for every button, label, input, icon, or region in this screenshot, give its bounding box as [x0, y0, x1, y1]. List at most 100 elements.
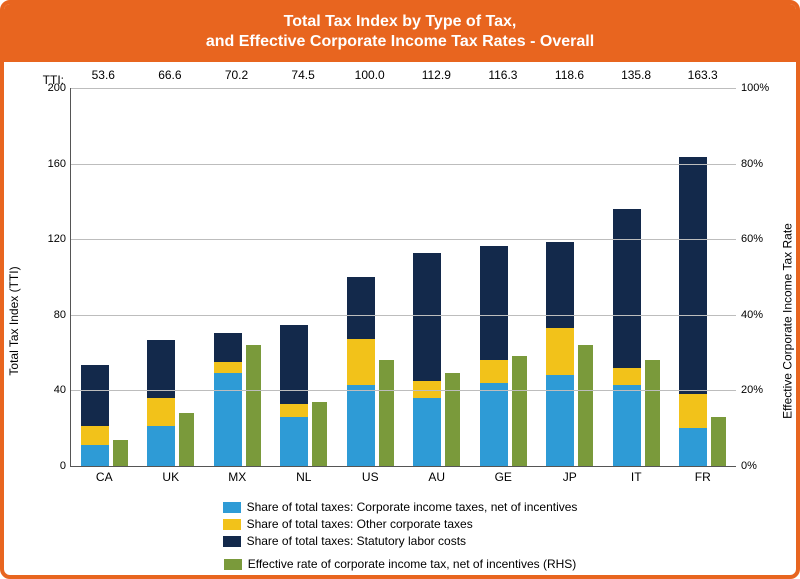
legend-label: Effective rate of corporate income tax, …: [248, 557, 577, 571]
seg-statutory-labor: [413, 253, 441, 381]
effective-rate-bar: [711, 417, 726, 466]
tti-value: 135.8: [621, 68, 651, 82]
ytick-right: 20%: [736, 384, 763, 396]
tti-value: 112.9: [422, 68, 451, 82]
tti-value: 66.6: [158, 68, 181, 82]
bars-layer: [71, 88, 736, 466]
effective-rate-bar: [246, 345, 261, 466]
effective-rate-bar: [113, 440, 128, 466]
seg-corporate-income: [214, 373, 242, 466]
legend-label: Share of total taxes: Corporate income t…: [247, 500, 578, 514]
seg-other-corporate: [214, 362, 242, 373]
seg-statutory-labor: [347, 277, 375, 339]
x-tick: AU: [428, 466, 445, 484]
x-tick: NL: [296, 466, 311, 484]
legend-main: Share of total taxes: Corporate income t…: [223, 500, 578, 548]
seg-other-corporate: [613, 368, 641, 385]
title-band: Total Tax Index by Type of Tax, and Effe…: [4, 4, 796, 62]
x-tick: FR: [695, 466, 711, 484]
ytick-right: 60%: [736, 233, 763, 245]
ytick-left: 120: [48, 233, 71, 245]
plot: 040801201602000%20%40%60%80%100%CAUKMXNL…: [70, 88, 736, 467]
stacked-bar: [81, 365, 109, 466]
stacked-bar: [347, 277, 375, 466]
effective-rate-bar: [445, 373, 460, 466]
stacked-bar: [280, 325, 308, 466]
legend-label: Share of total taxes: Other corporate ta…: [247, 517, 473, 531]
stacked-bar: [546, 242, 574, 466]
legend-item: Share of total taxes: Statutory labor co…: [223, 534, 466, 548]
seg-statutory-labor: [147, 340, 175, 398]
legend-item: Share of total taxes: Corporate income t…: [223, 500, 578, 514]
seg-statutory-labor: [81, 365, 109, 427]
seg-statutory-labor: [214, 333, 242, 362]
ytick-left: 80: [54, 309, 71, 321]
plot-wrap: 040801201602000%20%40%60%80%100%CAUKMXNL…: [70, 88, 736, 467]
seg-corporate-income: [280, 417, 308, 466]
seg-statutory-labor: [480, 246, 508, 360]
stacked-bar: [613, 209, 641, 466]
legend-swatch: [224, 559, 242, 570]
seg-other-corporate: [280, 404, 308, 417]
tti-row: TTI: 53.666.670.274.5100.0112.9116.3118.…: [4, 68, 796, 87]
seg-corporate-income: [679, 428, 707, 466]
title-line-2: and Effective Corporate Income Tax Rates…: [14, 32, 786, 52]
tti-value: 116.3: [488, 68, 517, 82]
seg-statutory-labor: [280, 325, 308, 403]
legend: Share of total taxes: Corporate income t…: [4, 500, 796, 571]
seg-corporate-income: [546, 375, 574, 466]
seg-other-corporate: [546, 328, 574, 375]
tti-value: 100.0: [355, 68, 385, 82]
x-tick: JP: [563, 466, 577, 484]
seg-other-corporate: [81, 426, 109, 445]
seg-other-corporate: [347, 339, 375, 384]
grid-line: [71, 315, 736, 316]
legend-swatch: [223, 502, 241, 513]
x-tick: UK: [162, 466, 179, 484]
grid-line: [71, 390, 736, 391]
x-tick: MX: [228, 466, 246, 484]
ytick-left: 40: [54, 384, 71, 396]
x-tick: GE: [495, 466, 512, 484]
grid-line: [71, 239, 736, 240]
legend-item: Share of total taxes: Other corporate ta…: [223, 517, 473, 531]
stacked-bar: [413, 253, 441, 466]
seg-corporate-income: [347, 385, 375, 466]
ytick-left: 0: [60, 460, 71, 472]
stacked-bar: [147, 340, 175, 466]
legend-separate: Effective rate of corporate income tax, …: [224, 557, 577, 571]
y-axis-right-label: Effective Corporate Income Tax Rate: [781, 223, 795, 419]
stacked-bar: [214, 333, 242, 466]
effective-rate-bar: [645, 360, 660, 466]
ytick-right: 0%: [736, 460, 757, 472]
ytick-right: 80%: [736, 158, 763, 170]
legend-swatch: [223, 536, 241, 547]
seg-statutory-labor: [613, 209, 641, 367]
seg-corporate-income: [613, 385, 641, 466]
y-axis-left-label: Total Tax Index (TTI): [7, 266, 21, 375]
ytick-right: 40%: [736, 309, 763, 321]
effective-rate-bar: [578, 345, 593, 466]
title-line-1: Total Tax Index by Type of Tax,: [14, 12, 786, 32]
grid-line: [71, 88, 736, 89]
stacked-bar: [480, 246, 508, 466]
legend-label: Share of total taxes: Statutory labor co…: [247, 534, 466, 548]
ytick-right: 100%: [736, 82, 769, 94]
tti-value: 53.6: [92, 68, 115, 82]
legend-item: Effective rate of corporate income tax, …: [224, 557, 577, 571]
tti-value: 118.6: [555, 68, 584, 82]
effective-rate-bar: [179, 413, 194, 466]
chart-frame: Total Tax Index by Type of Tax, and Effe…: [0, 0, 800, 579]
ytick-left: 200: [48, 82, 71, 94]
tti-value: 74.5: [291, 68, 314, 82]
legend-swatch: [223, 519, 241, 530]
effective-rate-bar: [512, 356, 527, 466]
chart-area: TTI: 53.666.670.274.5100.0112.9116.3118.…: [4, 62, 796, 579]
x-tick: IT: [631, 466, 642, 484]
seg-other-corporate: [147, 398, 175, 426]
seg-corporate-income: [480, 383, 508, 466]
seg-corporate-income: [413, 398, 441, 466]
x-tick: CA: [96, 466, 113, 484]
tti-value: 163.3: [688, 68, 718, 82]
seg-corporate-income: [81, 445, 109, 466]
